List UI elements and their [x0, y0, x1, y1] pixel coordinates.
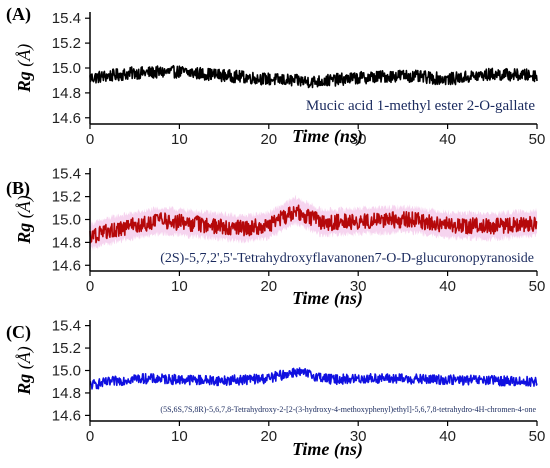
y-tick-label: 15.2: [52, 340, 81, 357]
y-tick-label: 14.6: [52, 407, 81, 424]
y-tick-label: 15.4: [52, 10, 81, 27]
x-tick-label: 10: [171, 428, 188, 445]
x-tick-label: 20: [260, 428, 277, 445]
series-name-label: Mucic acid 1-methyl ester 2-O-gallate: [306, 98, 535, 114]
x-tick-label: 30: [350, 278, 367, 295]
y-tick-label: 14.8: [52, 234, 81, 251]
x-tick-label: 20: [260, 278, 277, 295]
x-axis-title: Time (ns): [292, 126, 363, 147]
series-name-label: (5S,6S,7S,8R)-5,6,7,8-Tetrahydroxy-2-[2-…: [160, 405, 536, 414]
x-tick-label: 40: [439, 278, 456, 295]
y-tick-label: 15.2: [52, 35, 81, 52]
y-tick-label: 15.0: [52, 212, 81, 229]
series-band: [90, 194, 537, 251]
x-tick-label: 50: [529, 428, 546, 445]
y-tick-label: 14.6: [52, 257, 81, 274]
y-tick-label: 15.4: [52, 166, 81, 183]
y-tick-label: 15.2: [52, 189, 81, 206]
x-tick-label: 0: [86, 428, 94, 445]
x-tick-label: 10: [171, 278, 188, 295]
y-axis-title: Rg (Å): [14, 44, 35, 94]
panel-label: (C): [6, 322, 31, 343]
y-axis-title: Rg (Å): [14, 346, 35, 396]
x-tick-label: 20: [260, 131, 277, 148]
y-tick-label: 15.0: [52, 60, 81, 77]
y-tick-label: 14.8: [52, 85, 81, 102]
x-tick-label: 10: [171, 131, 188, 148]
x-tick-label: 0: [86, 278, 94, 295]
x-tick-label: 50: [529, 131, 546, 148]
panel-label: (A): [6, 4, 31, 25]
panel-label: (B): [6, 178, 30, 199]
x-axis-title: Time (ns): [292, 288, 363, 309]
x-tick-label: 30: [350, 131, 367, 148]
y-tick-label: 15.0: [52, 363, 81, 380]
x-axis-title: Time (ns): [292, 439, 363, 460]
series-name-label: (2S)-5,7,2',5'-Tetrahydroxyflavanonen7-O…: [160, 251, 534, 266]
x-tick-label: 50: [529, 278, 546, 295]
chart-panel-3: 14.6 14.8 15.0 15.2 15.4 0 10 20 30 40 50 (C) Rg (Å)…: [6, 318, 545, 460]
chart-panel-1: 14.6 14.8 15.0 15.2 15.4 0 10 20 30 40 50 (A) Rg (Å)…: [6, 4, 545, 148]
x-tick-label: 30: [350, 428, 367, 445]
y-tick-label: 14.8: [52, 385, 81, 402]
x-tick-label: 40: [439, 428, 456, 445]
x-tick-label: 40: [439, 131, 456, 148]
y-axis-title: Rg (Å): [14, 195, 35, 245]
x-tick-label: 0: [86, 131, 94, 148]
chart-panel-2: 14.6 14.8 15.0 15.2 15.4 0 10 20 30 40 50 (B)Rg (Å)…: [6, 166, 545, 309]
series-line: [89, 204, 538, 244]
series-line: [89, 367, 538, 390]
y-tick-label: 14.6: [52, 110, 81, 127]
series-line: [89, 64, 538, 89]
y-tick-label: 15.4: [52, 318, 81, 335]
